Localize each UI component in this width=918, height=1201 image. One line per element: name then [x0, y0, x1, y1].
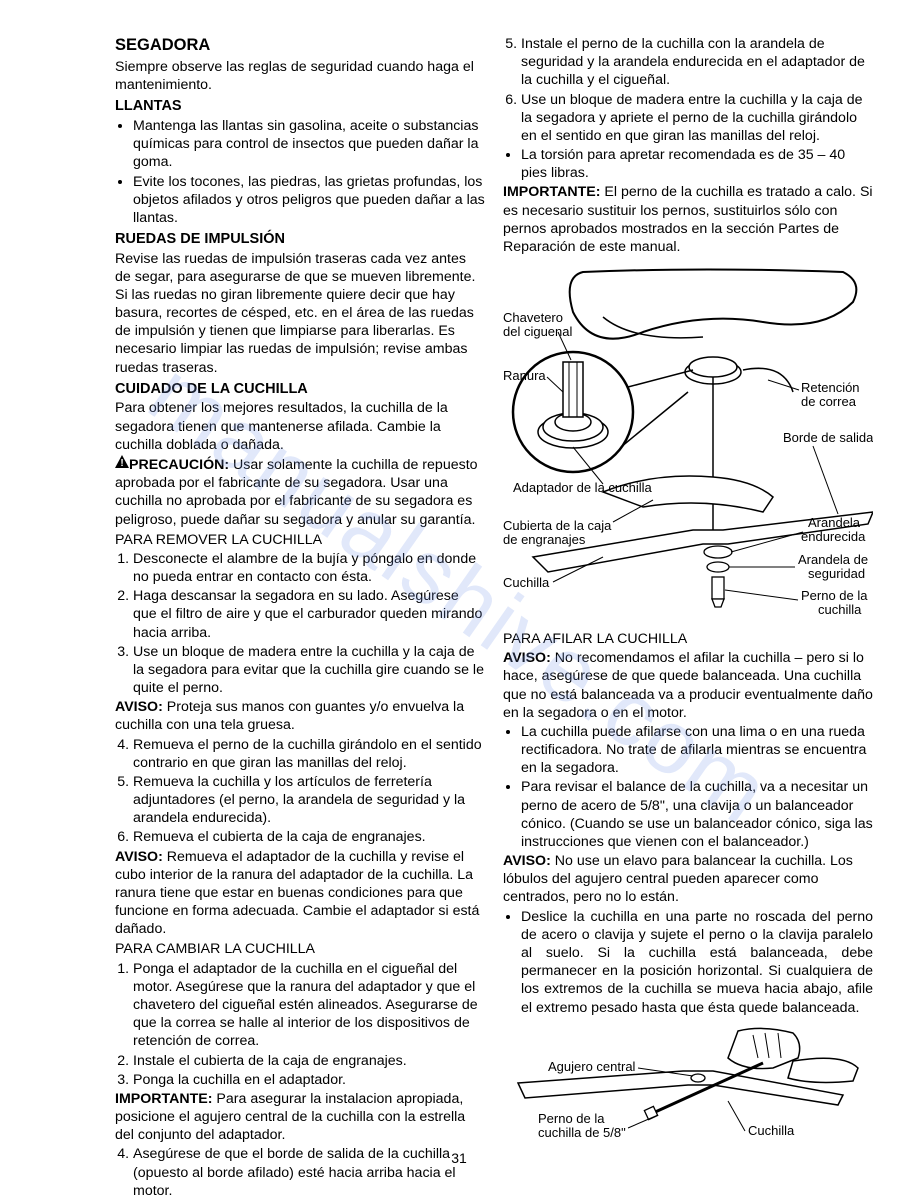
- aviso3-text: No recomendamos el afilar la cuchilla – …: [503, 650, 873, 721]
- remover-list-2: Remueva el perno de la cuchilla girándol…: [115, 736, 485, 847]
- blade-assembly-diagram: Chaveterodel ciguenal Ranura Retenciónde…: [503, 262, 873, 622]
- list-item: Remueva la cuchilla y los artículos de f…: [133, 773, 485, 828]
- intro-text: Siempre observe las reglas de seguridad …: [115, 58, 485, 94]
- importante2-block: IMPORTANTE: El perno de la cuchilla es t…: [503, 183, 873, 256]
- aviso4-label: AVISO:: [503, 853, 551, 869]
- deslice-list: Deslice la cuchilla en una parte no rosc…: [503, 908, 873, 1017]
- remover-list-1: Desconecte el alambre de la bujía y póng…: [115, 550, 485, 697]
- fig-label: Borde de salida: [783, 430, 873, 445]
- list-item: Instale el cubierta de la caja de engran…: [133, 1052, 485, 1070]
- aviso2-text: Remueva el adaptador de la cuchilla y re…: [115, 849, 479, 938]
- page-number: 31: [451, 1150, 467, 1166]
- cuchilla-paragraph: Para obtener los mejores resultados, la …: [115, 399, 485, 454]
- blade-balance-diagram: Agujero central Perno de lacuchilla de 5…: [503, 1023, 873, 1143]
- fig-label: Arandelaendurecida: [801, 515, 866, 544]
- fig-label: Agujero central: [548, 1059, 636, 1074]
- aviso1-text: Proteja sus manos con guantes y/o envuel…: [115, 699, 464, 733]
- list-item: Ponga la cuchilla en el adaptador.: [133, 1071, 485, 1089]
- fig-label: Adaptador de la cuchilla: [513, 480, 653, 495]
- aviso2-label: AVISO:: [115, 849, 163, 865]
- fig-label: Cuchilla: [503, 575, 550, 590]
- fig-label: Perno de lacuchilla de 5/8": [538, 1111, 626, 1140]
- aviso4-text: No use un elavo para balancear la cuchil…: [503, 853, 853, 905]
- afilar-list: La cuchilla puede afilarse con una lima …: [503, 723, 873, 851]
- importante1-block: IMPORTANTE: Para asegurar la instalacion…: [115, 1090, 485, 1145]
- subheading-afilar: PARA AFILAR LA CUCHILLA: [503, 630, 873, 648]
- list-item: Ponga el adaptador de la cuchilla en el …: [133, 960, 485, 1051]
- list-item: Evite los tocones, las piedras, las grie…: [133, 173, 485, 228]
- fig-label: Perno de lacuchilla: [801, 588, 868, 617]
- fig-label: Cubierta de la cajade engranajes: [503, 518, 612, 547]
- cambiar-list-1: Ponga el adaptador de la cuchilla en el …: [115, 960, 485, 1089]
- fig-label: Ranura: [503, 368, 546, 383]
- aviso3-label: AVISO:: [503, 650, 551, 666]
- fig-label: Cuchilla: [748, 1123, 795, 1138]
- importante1-label: IMPORTANTE:: [115, 1091, 212, 1107]
- left-column: SEGADORA Siempre observe las reglas de s…: [115, 35, 485, 1201]
- two-column-layout: SEGADORA Siempre observe las reglas de s…: [115, 35, 873, 1201]
- heading-cuchilla: CUIDADO DE LA CUCHILLA: [115, 380, 485, 399]
- right-column: Instale el perno de la cuchilla con la a…: [503, 35, 873, 1201]
- aviso3-block: AVISO: No recomendamos el afilar la cuch…: [503, 649, 873, 722]
- aviso1-block: AVISO: Proteja sus manos con guantes y/o…: [115, 698, 485, 734]
- manual-page: manualshive.com SEGADORA Siempre observe…: [0, 0, 918, 1188]
- aviso1-label: AVISO:: [115, 699, 163, 715]
- precaucion-label: PRECAUCIÓN:: [129, 457, 229, 473]
- torsion-list: La torsión para apretar recomendada es d…: [503, 146, 873, 182]
- cambiar-list-3: Instale el perno de la cuchilla con la a…: [503, 35, 873, 145]
- aviso4-block: AVISO: No use un elavo para balancear la…: [503, 852, 873, 907]
- list-item: Desconecte el alambre de la bujía y póng…: [133, 550, 485, 586]
- list-item: Use un bloque de madera entre la cuchill…: [521, 91, 873, 146]
- heading-ruedas: RUEDAS DE IMPULSIÓN: [115, 230, 485, 249]
- list-item: Instale el perno de la cuchilla con la a…: [521, 35, 873, 90]
- fig-label: Retenciónde correa: [801, 380, 860, 409]
- list-item: La cuchilla puede afilarse con una lima …: [521, 723, 873, 778]
- cambiar-list-2: Asegúrese de que el borde de salida de l…: [115, 1145, 485, 1200]
- svg-text:!: !: [120, 458, 123, 468]
- page-title: SEGADORA: [115, 35, 485, 56]
- subheading-remover: PARA REMOVER LA CUCHILLA: [115, 531, 485, 549]
- list-item: Use un bloque de madera entre la cuchill…: [133, 643, 485, 698]
- list-item: Remueva el perno de la cuchilla girándol…: [133, 736, 485, 772]
- heading-llantas: LLANTAS: [115, 97, 485, 116]
- precaucion-block: ! PRECAUCIÓN: Usar solamente la cuchilla…: [115, 455, 485, 529]
- importante2-label: IMPORTANTE:: [503, 184, 600, 200]
- list-item: Remueva el cubierta de la caja de engran…: [133, 828, 485, 846]
- ruedas-paragraph: Revise las ruedas de impulsión traseras …: [115, 250, 485, 377]
- aviso2-block: AVISO: Remueva el adaptador de la cuchil…: [115, 848, 485, 939]
- fig-label: Chaveterodel ciguenal: [503, 310, 572, 339]
- list-item: Deslice la cuchilla en una parte no rosc…: [521, 908, 873, 1017]
- warning-icon: !: [115, 455, 129, 473]
- list-item: La torsión para apretar recomendada es d…: [521, 146, 873, 182]
- list-item: Asegúrese de que el borde de salida de l…: [133, 1145, 485, 1200]
- fig-label: Arandela deseguridad: [798, 552, 868, 581]
- llantas-list: Mantenga las llantas sin gasolina, aceit…: [115, 117, 485, 227]
- list-item: Haga descansar la segadora en su lado. A…: [133, 587, 485, 642]
- list-item: Mantenga las llantas sin gasolina, aceit…: [133, 117, 485, 172]
- list-item: Para revisar el balance de la cuchilla, …: [521, 778, 873, 851]
- subheading-cambiar: PARA CAMBIAR LA CUCHILLA: [115, 940, 485, 958]
